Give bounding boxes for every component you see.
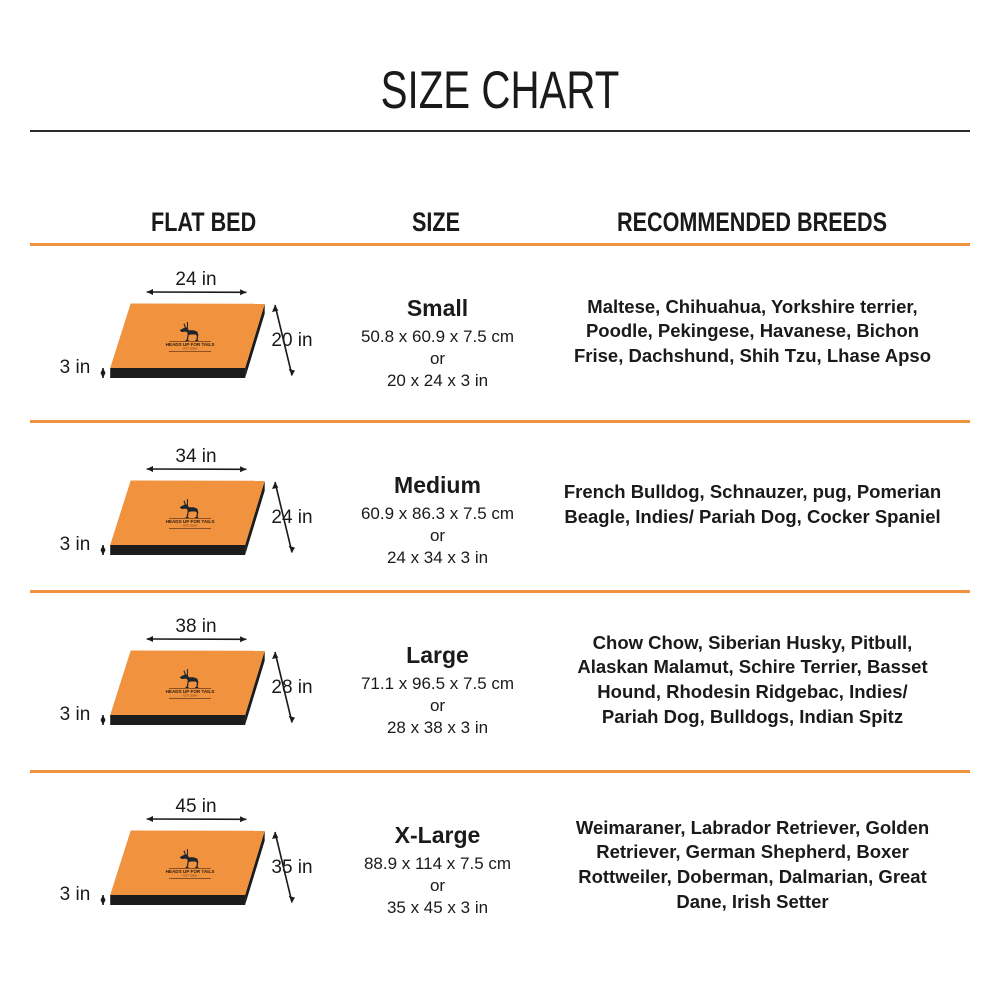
svg-text:3 in: 3 in: [60, 884, 91, 905]
svg-text:35 in: 35 in: [271, 857, 312, 878]
svg-text:3 in: 3 in: [60, 534, 91, 555]
svg-text:28 in: 28 in: [271, 677, 312, 698]
svg-text:45 in: 45 in: [175, 796, 216, 817]
svg-text:24 in: 24 in: [271, 507, 312, 528]
svg-text:38 in: 38 in: [175, 616, 216, 637]
svg-text:34 in: 34 in: [175, 446, 216, 467]
svg-text:24 in: 24 in: [175, 269, 216, 290]
svg-text:3 in: 3 in: [60, 704, 91, 725]
svg-text:20 in: 20 in: [271, 330, 312, 351]
svg-text:3 in: 3 in: [60, 357, 91, 378]
